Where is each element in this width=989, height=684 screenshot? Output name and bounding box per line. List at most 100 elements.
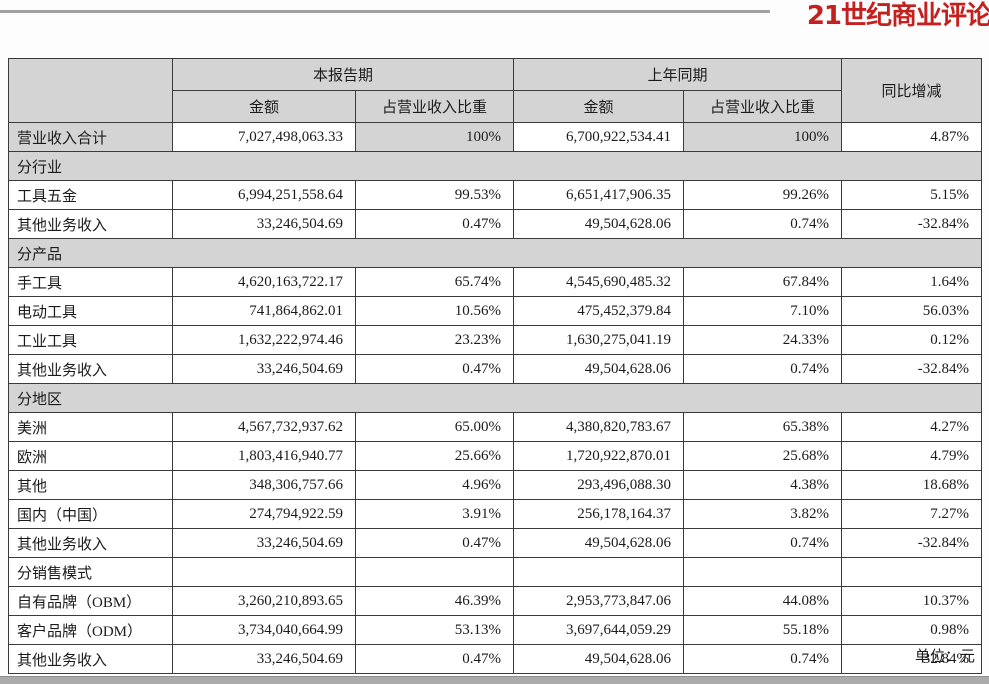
current-amount-cell: 3,734,040,664.99 [172, 615, 356, 645]
prior-amount-cell: 256,178,164.37 [513, 499, 685, 529]
current-proportion-cell: 23.23% [354, 325, 515, 355]
row-label-cell: 电动工具 [8, 296, 173, 326]
current-amount-cell: 1,803,416,940.77 [172, 441, 356, 471]
prior-proportion-cell: 4.38% [683, 470, 843, 500]
current-proportion-cell: 65.74% [354, 267, 515, 297]
yoy-cell: 5.15% [841, 180, 983, 210]
yoy-change-header: 同比增减 [841, 58, 983, 123]
table-row: 自有品牌（OBM） 3,260,210,893.65 46.39% 2,953,773… [8, 586, 983, 616]
prior-proportion-cell: 0.74% [683, 354, 843, 384]
unit-note: 单位：元 [914, 649, 975, 665]
bottom-border-bar [0, 676, 989, 684]
prior-amount-cell: 49,504,628.06 [513, 528, 685, 558]
prior-proportion-cell: 100% [683, 122, 843, 152]
table-row: 客户品牌（ODM） 3,734,040,664.99 53.13% 3,697,644… [8, 615, 983, 645]
prior-proportion-cell: 55.18% [683, 615, 843, 645]
section-header-row: 分地区 [7, 383, 983, 413]
prior-proportion-cell: 7.10% [683, 296, 843, 326]
table-row: 国内（中国） 274,794,922.59 3.91% 256,178,164.37 3… [8, 499, 983, 529]
current-proportion-cell: 4.96% [354, 470, 515, 500]
current-proportion-cell: 0.47% [354, 528, 515, 558]
table-row: 分销售模式 [8, 557, 983, 587]
table-row: 电动工具 741,864,862.01 10.56% 475,452,379.84 7.… [8, 296, 983, 326]
prior-amount-cell: 1,630,275,041.19 [513, 325, 685, 355]
current-proportion-cell: 25.66% [354, 441, 515, 471]
row-label-cell: 其他业务收入 [8, 209, 173, 239]
yoy-cell: 4.79% [841, 441, 983, 471]
current-amount-cell: 6,994,251,558.64 [172, 180, 356, 210]
current-proportion-cell: 53.13% [354, 615, 515, 645]
prior-period-header: 上年同期 [513, 58, 843, 91]
prior-proportion-cell: 0.74% [683, 209, 843, 239]
row-label-cell: 国内（中国） [8, 499, 173, 529]
prior-amount-header: 金额 [513, 90, 685, 123]
prior-amount-cell: 2,953,773,847.06 [513, 586, 685, 616]
table-row: 其他业务收入 33,246,504.69 0.47% 49,504,628.06 0.7… [8, 209, 983, 239]
current-amount-cell: 33,246,504.69 [172, 528, 356, 558]
prior-amount-cell: 4,380,820,783.67 [513, 412, 685, 442]
yoy-cell: 4.87% [841, 122, 983, 152]
row-label-cell: 分销售模式 [8, 557, 173, 587]
table-row: 其他业务收入 33,246,504.69 0.47% 49,504,628.06 0.7… [8, 528, 983, 558]
header-group-row: 本报告期 上年同期 同比增减 [8, 58, 983, 123]
prior-proportion-cell: 25.68% [683, 441, 843, 471]
section-header-row: 分产品 [7, 238, 983, 268]
section-label-cell: 分产品 [7, 238, 983, 268]
section-label-cell: 分行业 [7, 151, 983, 181]
yoy-cell: 0.12% [841, 325, 983, 355]
row-label-cell: 营业收入合计 [8, 122, 173, 152]
prior-proportion-cell [683, 557, 843, 587]
current-amount-cell: 348,306,757.66 [172, 470, 356, 500]
revenue-breakdown-table: 本报告期 上年同期 同比增减 金额 占营业收入比重 金额 占营业收入比重 营业收… [7, 58, 983, 674]
row-label-cell: 手工具 [8, 267, 173, 297]
current-amount-header: 金额 [172, 90, 356, 123]
prior-proportion-cell: 0.74% [683, 528, 843, 558]
prior-proportion-header: 占营业收入比重 [683, 90, 843, 123]
prior-proportion-cell: 67.84% [683, 267, 843, 297]
table-row: 营业收入合计 7,027,498,063.33 100% 6,700,922,534.… [8, 122, 983, 152]
current-proportion-cell: 46.39% [354, 586, 515, 616]
current-amount-cell: 274,794,922.59 [172, 499, 356, 529]
current-amount-cell: 33,246,504.69 [172, 209, 356, 239]
table-row: 手工具 4,620,163,722.17 65.74% 4,545,690,485.3… [8, 267, 983, 297]
header-sub-row: 金额 占营业收入比重 金额 占营业收入比重 [9, 90, 982, 123]
row-label-cell: 其他业务收入 [8, 644, 173, 674]
current-proportion-cell: 3.91% [354, 499, 515, 529]
yoy-cell: -32.84% [841, 644, 983, 674]
table-row: 其他 348,306,757.66 4.96% 293,496,088.30 4.38%… [8, 470, 983, 500]
section-label-cell: 分地区 [7, 383, 983, 413]
prior-amount-cell: 49,504,628.06 [513, 209, 685, 239]
prior-amount-cell: 49,504,628.06 [513, 354, 685, 384]
current-amount-cell: 1,632,222,974.46 [172, 325, 356, 355]
row-label-cell: 其他业务收入 [8, 528, 173, 558]
yoy-cell: 7.27% [841, 499, 983, 529]
current-amount-cell: 4,567,732,937.62 [172, 412, 356, 442]
publication-logo: 21世纪商业评论 [806, 1, 989, 31]
yoy-cell [841, 557, 983, 587]
yoy-cell: 56.03% [841, 296, 983, 326]
prior-amount-cell: 6,651,417,906.35 [513, 180, 685, 210]
current-proportion-cell: 0.47% [354, 209, 515, 239]
row-label-cell: 客户品牌（ODM） [8, 615, 173, 645]
table-body: 营业收入合计 7,027,498,063.33 100% 6,700,922,534.… [7, 122, 983, 674]
row-label-cell: 自有品牌（OBM） [8, 586, 173, 616]
prior-proportion-cell: 3.82% [683, 499, 843, 529]
current-period-header: 本报告期 [171, 58, 515, 91]
yoy-cell: -32.84% [841, 354, 983, 384]
current-proportion-cell: 65.00% [354, 412, 515, 442]
current-amount-cell: 7,027,498,063.33 [172, 122, 356, 152]
table-row: 工具五金 6,994,251,558.64 99.53% 6,651,417,906.… [8, 180, 983, 210]
prior-amount-cell: 1,720,922,870.01 [513, 441, 685, 471]
yoy-cell: -32.84% [841, 209, 983, 239]
row-label-cell: 其他 [8, 470, 173, 500]
current-amount-cell: 3,260,210,893.65 [172, 586, 356, 616]
yoy-cell: 18.68% [841, 470, 983, 500]
current-amount-cell: 33,246,504.69 [172, 354, 356, 384]
row-label-cell: 美洲 [8, 412, 173, 442]
current-proportion-cell: 0.47% [354, 644, 515, 674]
table-row: 工业工具 1,632,222,974.46 23.23% 1,630,275,041.… [8, 325, 983, 355]
prior-amount-cell: 49,504,628.06 [513, 644, 685, 674]
table-row: 美洲 4,567,732,937.62 65.00% 4,380,820,783.67… [8, 412, 983, 442]
current-amount-cell: 4,620,163,722.17 [172, 267, 356, 297]
